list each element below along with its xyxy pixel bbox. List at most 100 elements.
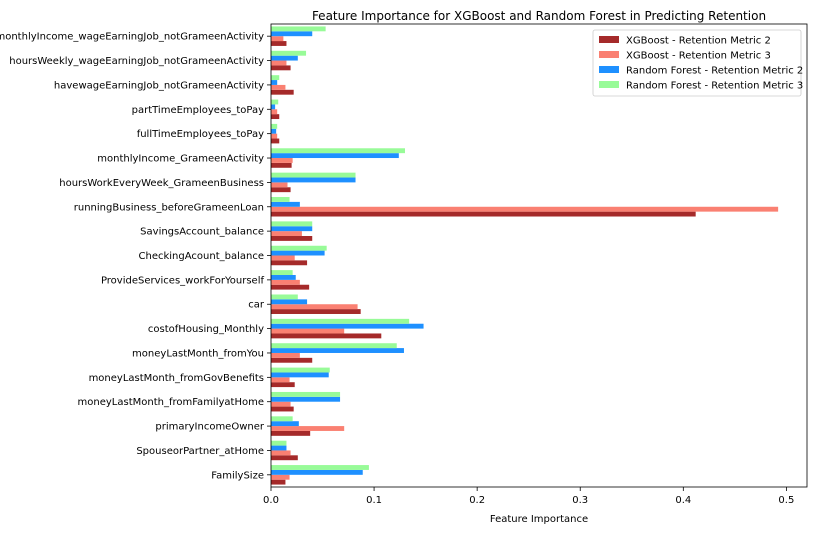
- bar-1-0: [271, 474, 290, 480]
- y-tick-label: CheckingAcount_balance: [139, 251, 264, 262]
- bar-1-8: [271, 279, 300, 285]
- bar-3-18: [271, 26, 326, 32]
- legend-label-3: Random Forest - Retention Metric 3: [626, 81, 803, 92]
- bar-1-6: [271, 328, 345, 334]
- legend-swatch-3: [599, 81, 619, 88]
- bar-3-10: [271, 221, 313, 227]
- bar-3-1: [271, 440, 287, 446]
- y-tick-label: moneyLastMonth_fromGovBenefits: [89, 373, 264, 384]
- plot-frame: [270, 23, 808, 488]
- x-tick-label: 0.5: [778, 495, 794, 506]
- x-tick-label: 0.4: [675, 495, 691, 506]
- bar-0-14: [271, 138, 280, 144]
- y-tick-label: moneyLastMonth_fromYou: [132, 348, 264, 359]
- bar-3-13: [271, 148, 405, 154]
- bar-1-18: [271, 36, 284, 42]
- y-tick-label: moneyLastMonth_fromFamilyatHome: [78, 397, 264, 408]
- bar-0-5: [271, 357, 313, 363]
- y-tick-label: hoursWorkEveryWeek_GrameenBusiness: [59, 178, 264, 189]
- bar-0-8: [271, 284, 310, 290]
- y-tick-label: SavingsAccount_balance: [140, 227, 264, 238]
- bar-1-13: [271, 158, 293, 163]
- bar-2-2: [271, 421, 299, 427]
- bar-2-8: [271, 274, 296, 280]
- bar-3-9: [271, 245, 327, 251]
- bar-2-11: [271, 201, 300, 207]
- bar-0-16: [271, 89, 294, 95]
- legend: XGBoost - Retention Metric 2 XGBoost - Re…: [592, 29, 803, 97]
- y-tick-label: monthlyIncome_GrameenActivity: [97, 154, 264, 165]
- bar-0-15: [271, 114, 280, 120]
- bar-1-16: [271, 84, 286, 90]
- legend-swatch-1: [599, 51, 619, 58]
- x-axis-label: Feature Importance: [490, 514, 588, 525]
- chart-title: Feature Importance for XGBoost and Rando…: [312, 9, 766, 23]
- bar-2-10: [271, 226, 313, 232]
- bar-3-14: [271, 123, 278, 129]
- bar-0-18: [271, 41, 287, 46]
- bar-0-3: [271, 406, 294, 412]
- bar-0-4: [271, 382, 295, 388]
- bar-1-10: [271, 231, 302, 237]
- bar-0-12: [271, 187, 291, 193]
- bar-2-3: [271, 396, 341, 402]
- bar-3-3: [271, 391, 341, 397]
- y-tick-label: car: [248, 300, 265, 311]
- bar-0-2: [271, 430, 311, 436]
- bar-2-13: [271, 153, 399, 159]
- bar-2-15: [271, 104, 276, 110]
- legend-label-2: Random Forest - Retention Metric 2: [626, 66, 803, 77]
- x-tick-label: 0.2: [469, 495, 485, 506]
- y-tick-label: costofHousing_Monthly: [148, 324, 264, 335]
- y-tick-label: primaryIncomeOwner: [155, 422, 264, 433]
- y-tick-label: FamilySize: [211, 470, 264, 481]
- bar-3-7: [271, 294, 298, 300]
- legend-swatch-0: [599, 36, 619, 43]
- bar-1-9: [271, 255, 295, 261]
- bar-1-7: [271, 304, 358, 310]
- bar-3-4: [271, 367, 330, 373]
- bar-0-13: [271, 162, 292, 168]
- x-tick-label: 0.0: [263, 495, 279, 506]
- y-tick-label: hoursWeekly_wageEarningJob_notGrameenAct…: [9, 56, 264, 67]
- bar-1-5: [271, 352, 300, 358]
- bar-2-16: [271, 80, 278, 85]
- y-tick-label: runningBusiness_beforeGrameenLoan: [74, 202, 264, 213]
- bar-1-17: [271, 60, 287, 66]
- bar-1-4: [271, 377, 290, 383]
- bar-1-14: [271, 133, 278, 139]
- bar-0-17: [271, 65, 291, 71]
- bar-2-9: [271, 250, 325, 256]
- bar-1-3: [271, 401, 291, 407]
- x-tick-label: 0.3: [572, 495, 588, 506]
- bar-0-11: [271, 211, 696, 217]
- bar-2-7: [271, 299, 308, 305]
- bar-2-5: [271, 348, 404, 353]
- bar-3-17: [271, 50, 307, 56]
- bar-0-9: [271, 260, 308, 266]
- y-tick-label: ProvideServices_workForYourself: [101, 275, 265, 286]
- bar-3-5: [271, 343, 397, 349]
- bar-2-14: [271, 128, 277, 134]
- bar-2-0: [271, 469, 363, 475]
- bar-2-12: [271, 177, 356, 183]
- x-tick-label: 0.1: [366, 495, 382, 506]
- bar-2-17: [271, 55, 298, 61]
- legend-box: [592, 29, 802, 97]
- bar-0-1: [271, 455, 298, 461]
- bar-3-11: [271, 197, 290, 202]
- y-tick-label: havewageEarningJob_notGrameenActivity: [54, 80, 264, 91]
- bar-0-10: [271, 236, 313, 241]
- bar-1-12: [271, 182, 288, 188]
- bar-1-1: [271, 450, 291, 456]
- y-tick-label: monthlyIncome_wageEarningJob_notGrameenA…: [0, 32, 264, 43]
- legend-label-1: XGBoost - Retention Metric 3: [626, 51, 771, 62]
- y-tick-label: partTimeEmployees_toPay: [132, 105, 264, 116]
- bar-3-15: [271, 99, 279, 105]
- bar-2-1: [271, 445, 287, 451]
- bar-3-2: [271, 416, 293, 422]
- bar-1-15: [271, 109, 278, 115]
- legend-label-0: XGBoost - Retention Metric 2: [626, 36, 771, 47]
- y-tick-label: fullTimeEmployees_toPay: [137, 129, 264, 140]
